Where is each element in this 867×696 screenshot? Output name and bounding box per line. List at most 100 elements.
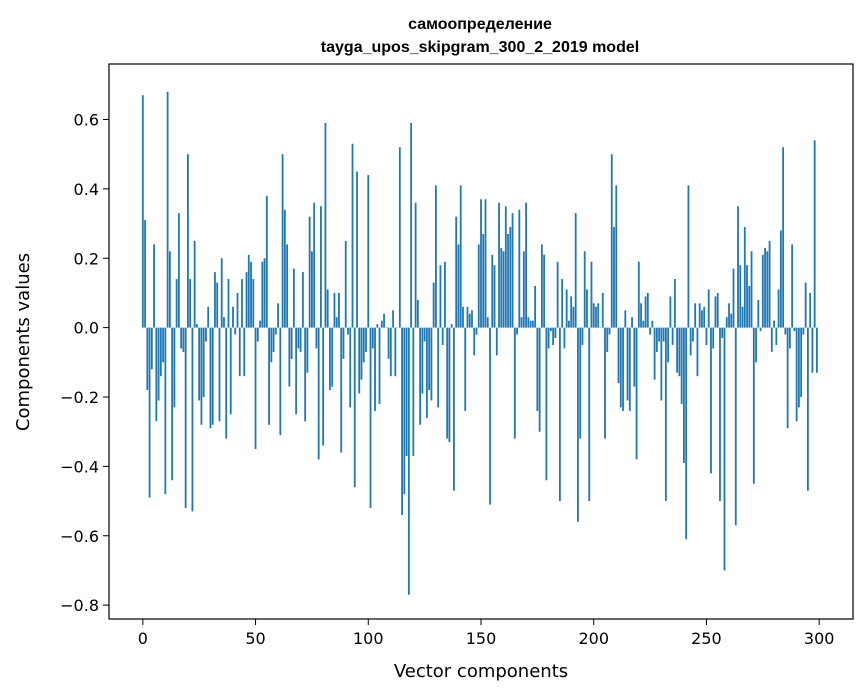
bar <box>333 292 336 328</box>
bar <box>561 279 564 328</box>
bar <box>748 286 751 328</box>
bar <box>631 317 633 328</box>
bar <box>692 327 694 342</box>
plot-frame <box>108 63 854 620</box>
bar <box>401 327 403 515</box>
bar <box>301 272 304 328</box>
bar <box>807 327 809 491</box>
bar <box>306 327 309 373</box>
bar <box>349 327 352 408</box>
bar <box>286 244 289 328</box>
bar <box>513 327 516 439</box>
bar <box>531 320 534 328</box>
bar <box>491 254 494 328</box>
bar <box>655 327 658 352</box>
bar <box>256 327 259 342</box>
bar <box>764 247 766 328</box>
bar <box>466 306 469 328</box>
y-axis-label: Components values <box>13 253 34 431</box>
bar <box>200 327 203 425</box>
bar <box>793 327 796 332</box>
bar <box>768 240 771 328</box>
bar <box>761 254 764 328</box>
bar <box>444 261 446 328</box>
bar <box>698 303 701 328</box>
bar <box>403 327 406 495</box>
bar <box>369 327 372 508</box>
bar <box>651 320 654 328</box>
bar <box>759 327 762 332</box>
bar <box>779 230 782 328</box>
bar <box>586 289 588 328</box>
bar <box>322 327 325 446</box>
bar <box>493 265 496 328</box>
bar <box>577 327 579 522</box>
bar <box>162 327 165 363</box>
bar <box>209 327 212 429</box>
bar <box>439 265 442 328</box>
bar <box>635 327 638 460</box>
y-tick-label: −0.8 <box>60 596 99 615</box>
bar <box>689 327 692 356</box>
bar <box>432 282 435 328</box>
bar <box>522 251 525 328</box>
bar <box>712 327 715 349</box>
bar <box>187 154 189 328</box>
bar <box>694 303 697 328</box>
bar <box>529 320 532 328</box>
bar <box>624 310 627 328</box>
bar <box>669 296 672 328</box>
bar <box>502 251 505 328</box>
bar <box>462 306 464 328</box>
bar <box>353 327 356 488</box>
bar <box>166 91 169 328</box>
bar <box>486 317 489 328</box>
bar <box>667 327 670 363</box>
bar <box>583 251 586 328</box>
bar <box>710 327 712 474</box>
bar <box>218 327 221 422</box>
bar <box>141 95 144 328</box>
bar <box>250 261 252 328</box>
bar <box>177 213 180 328</box>
bar <box>394 327 397 377</box>
bar <box>155 327 158 422</box>
bar <box>536 327 539 411</box>
bar <box>723 327 726 571</box>
bar <box>543 254 546 328</box>
bar <box>191 327 194 512</box>
bar <box>405 327 408 456</box>
bar <box>617 327 620 384</box>
bar <box>220 258 223 328</box>
bar <box>164 327 167 495</box>
bar <box>552 327 555 345</box>
bar <box>331 327 334 387</box>
bar <box>254 327 257 450</box>
bar <box>777 289 780 328</box>
bar <box>813 140 816 328</box>
bar <box>685 327 688 540</box>
bar <box>498 202 500 328</box>
bar <box>202 327 205 398</box>
bar <box>338 292 340 328</box>
bar <box>574 213 577 328</box>
bar <box>211 327 214 425</box>
bar <box>570 296 573 328</box>
bar <box>556 261 559 328</box>
bar <box>376 324 379 328</box>
bar <box>597 303 600 328</box>
bar <box>658 327 661 342</box>
bar <box>367 175 370 328</box>
bar <box>448 327 451 443</box>
bar <box>784 327 787 335</box>
bar <box>416 299 419 328</box>
y-tick-label: −0.2 <box>60 388 99 407</box>
x-tick-label: 50 <box>245 629 265 648</box>
bar <box>770 327 773 352</box>
bar <box>504 206 507 328</box>
bar <box>816 327 818 373</box>
bar <box>673 279 676 328</box>
bar <box>214 272 216 328</box>
bar <box>642 320 645 328</box>
